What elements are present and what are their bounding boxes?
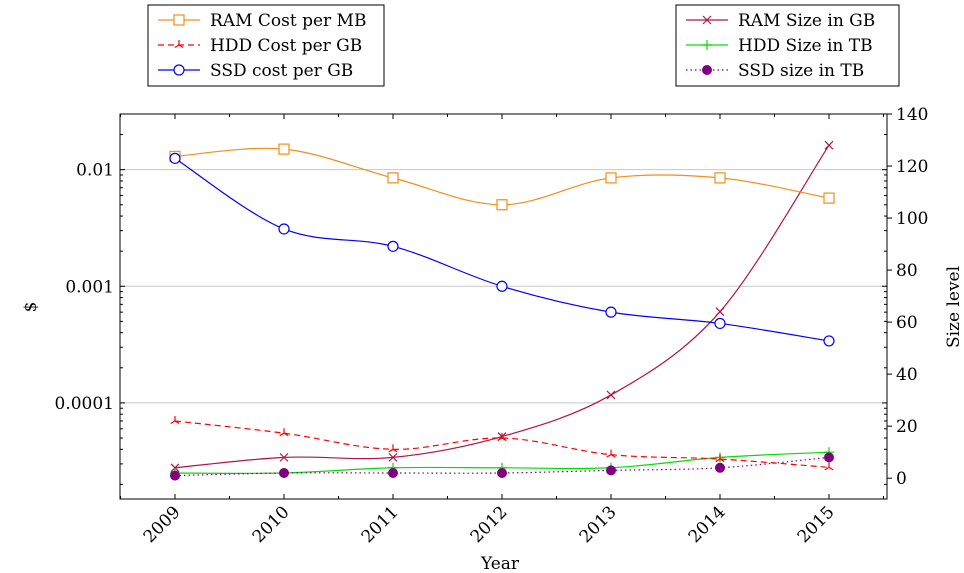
y-right-tick-label: 120 (896, 157, 928, 177)
x-tick-label: 2015 (794, 502, 839, 547)
series-ssd-cost-per-gb (169, 152, 835, 347)
data-point-hdd-cost-per-gb (170, 415, 180, 424)
data-point-ssd-cost-per-gb (823, 335, 835, 347)
y-right-tick-label: 100 (896, 209, 928, 229)
data-point-ssd-size-in-tb (497, 467, 507, 478)
y-right-tick-label: 0 (896, 469, 907, 489)
legend-marker-hdd-size-in-tb (702, 40, 712, 50)
series-line-ram-size-in-gb (174, 144, 830, 469)
data-point-hdd-cost-per-gb (497, 433, 507, 442)
data-point-ssd-cost-per-gb (169, 152, 181, 164)
legend-marker-hdd-cost-per-gb (174, 40, 184, 49)
data-point-ssd-cost-per-gb (496, 280, 508, 292)
legend-left-box (147, 4, 385, 87)
series-line-ram-cost-per-mb (174, 147, 830, 206)
x-tick-label: 2013 (576, 502, 621, 547)
x-tick-label: 2011 (358, 502, 403, 547)
data-point-ram-size-in-gb (824, 140, 834, 150)
y-left-tick-label: 0.01 (76, 161, 114, 181)
legend-right: RAM Size in GB HDD Size in TB SSD size in … (675, 4, 900, 87)
legend-left: RAM Cost per MB HDD Cost per GB SSD cost p… (147, 4, 385, 87)
data-point-ram-size-in-gb (715, 307, 725, 317)
data-point-ssd-size-in-tb (606, 465, 616, 476)
series-ram-size-in-gb (170, 140, 834, 473)
data-point-ssd-cost-per-gb (278, 223, 290, 235)
series-line-ssd-cost-per-gb (174, 157, 830, 342)
y-left-tick-label: 0.001 (65, 277, 114, 297)
y-left-tick-label: 0.0001 (55, 394, 114, 414)
series-line-hdd-cost-per-gb (174, 420, 830, 468)
y-axis-left: 0.0001 0.001 0.01 (55, 113, 887, 485)
y-axis-right-label: Size level (944, 266, 964, 348)
legend-label-ssd-cost-per-gb: SSD cost per GB (210, 61, 353, 81)
data-point-ram-cost-per-mb (278, 143, 290, 155)
data-point-ssd-size-in-tb (715, 462, 725, 473)
x-tick-label: 2012 (467, 502, 512, 547)
data-point-ram-size-in-gb (279, 452, 289, 462)
legend-label-ram-cost-per-mb: RAM Cost per MB (210, 11, 366, 31)
y-right-tick-label: 140 (896, 105, 928, 125)
legend-label-hdd-cost-per-gb: HDD Cost per GB (210, 36, 362, 56)
legend-marker-ssd-size-in-tb (702, 65, 712, 75)
legend-label-hdd-size-in-tb: HDD Size in TB (738, 36, 873, 56)
data-point-ram-cost-per-mb (387, 172, 399, 184)
legend-marker-ram-size-in-gb (702, 15, 712, 25)
data-point-ssd-cost-per-gb (387, 240, 399, 252)
series-ram-cost-per-mb (169, 143, 835, 211)
data-point-ram-cost-per-mb (823, 192, 835, 204)
legend-marker-ssd-cost-per-gb (173, 64, 185, 76)
x-tick-label: 2010 (249, 502, 294, 547)
y-right-tick-label: 80 (896, 261, 918, 281)
y-right-tick-label: 60 (896, 313, 918, 333)
legend-label-ssd-size-in-tb: SSD size in TB (738, 61, 864, 81)
data-point-ssd-size-in-tb (388, 467, 398, 478)
data-point-hdd-cost-per-gb (715, 454, 725, 463)
x-tick-label: 2009 (140, 502, 185, 547)
series-layer (169, 140, 835, 481)
data-point-hdd-cost-per-gb (606, 449, 616, 458)
data-point-ram-cost-per-mb (605, 172, 617, 184)
y-right-tick-label: 40 (896, 365, 918, 385)
data-point-ssd-size-in-tb (279, 467, 289, 478)
y-axis-left-label: $ (21, 302, 41, 313)
data-point-ssd-cost-per-gb (605, 306, 617, 318)
x-axis-label: Year (480, 554, 520, 573)
legend-marker-ram-cost-per-mb (173, 14, 185, 26)
data-point-hdd-cost-per-gb (824, 462, 834, 471)
data-point-ram-size-in-gb (606, 390, 616, 400)
data-point-ssd-cost-per-gb (714, 317, 726, 330)
data-point-hdd-cost-per-gb (279, 428, 289, 437)
x-tick-label: 2014 (685, 502, 730, 547)
y-right-tick-label: 20 (896, 417, 918, 437)
data-point-ram-size-in-gb (388, 452, 398, 462)
plot-frame (119, 113, 888, 500)
data-point-ram-cost-per-mb (496, 199, 508, 211)
series-ssd-size-in-tb (170, 452, 834, 481)
data-point-ram-cost-per-mb (714, 172, 726, 184)
data-point-ssd-size-in-tb (170, 470, 180, 481)
data-point-hdd-cost-per-gb (388, 444, 398, 453)
legend-label-ram-size-in-gb: RAM Size in GB (738, 11, 875, 31)
series-hdd-cost-per-gb (170, 415, 834, 471)
data-point-ssd-size-in-tb (824, 452, 834, 463)
data-point-ram-size-in-gb (170, 463, 180, 473)
y-axis-right: 0 20 40 60 80 100 120 140 (887, 105, 928, 489)
